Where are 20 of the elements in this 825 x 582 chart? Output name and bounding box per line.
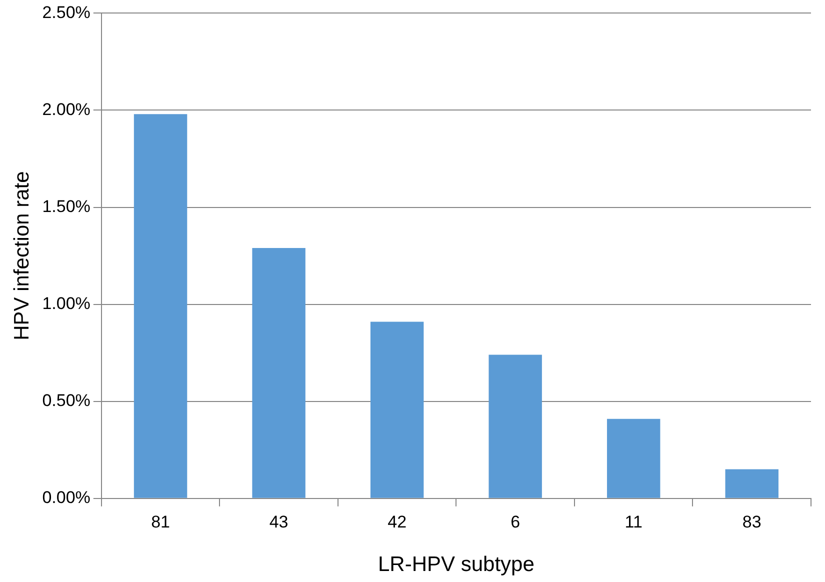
y-tick-label: 0.50% (42, 391, 90, 410)
y-tick-label: 2.00% (42, 100, 90, 119)
y-axis-title: HPV infection rate (10, 171, 34, 340)
bar (488, 354, 542, 498)
x-axis-title: LR-HPV subtype (378, 553, 534, 576)
y-tick-label: 0.00% (42, 488, 90, 508)
x-tick-label: 11 (624, 512, 642, 532)
x-tick-label: 6 (510, 512, 520, 532)
x-tick-label: 42 (388, 512, 407, 532)
bar (134, 114, 188, 498)
y-tick-label: 2.50% (42, 2, 90, 22)
bar (370, 322, 424, 498)
x-tick-label: 43 (269, 512, 288, 532)
bar (725, 469, 778, 498)
x-tick-label: 81 (151, 512, 170, 532)
bar (606, 418, 660, 498)
x-tick-label: 83 (742, 512, 762, 532)
bar (252, 248, 306, 498)
y-tick-label: 1.00% (42, 294, 90, 314)
y-tick-label: 1.50% (42, 196, 90, 216)
